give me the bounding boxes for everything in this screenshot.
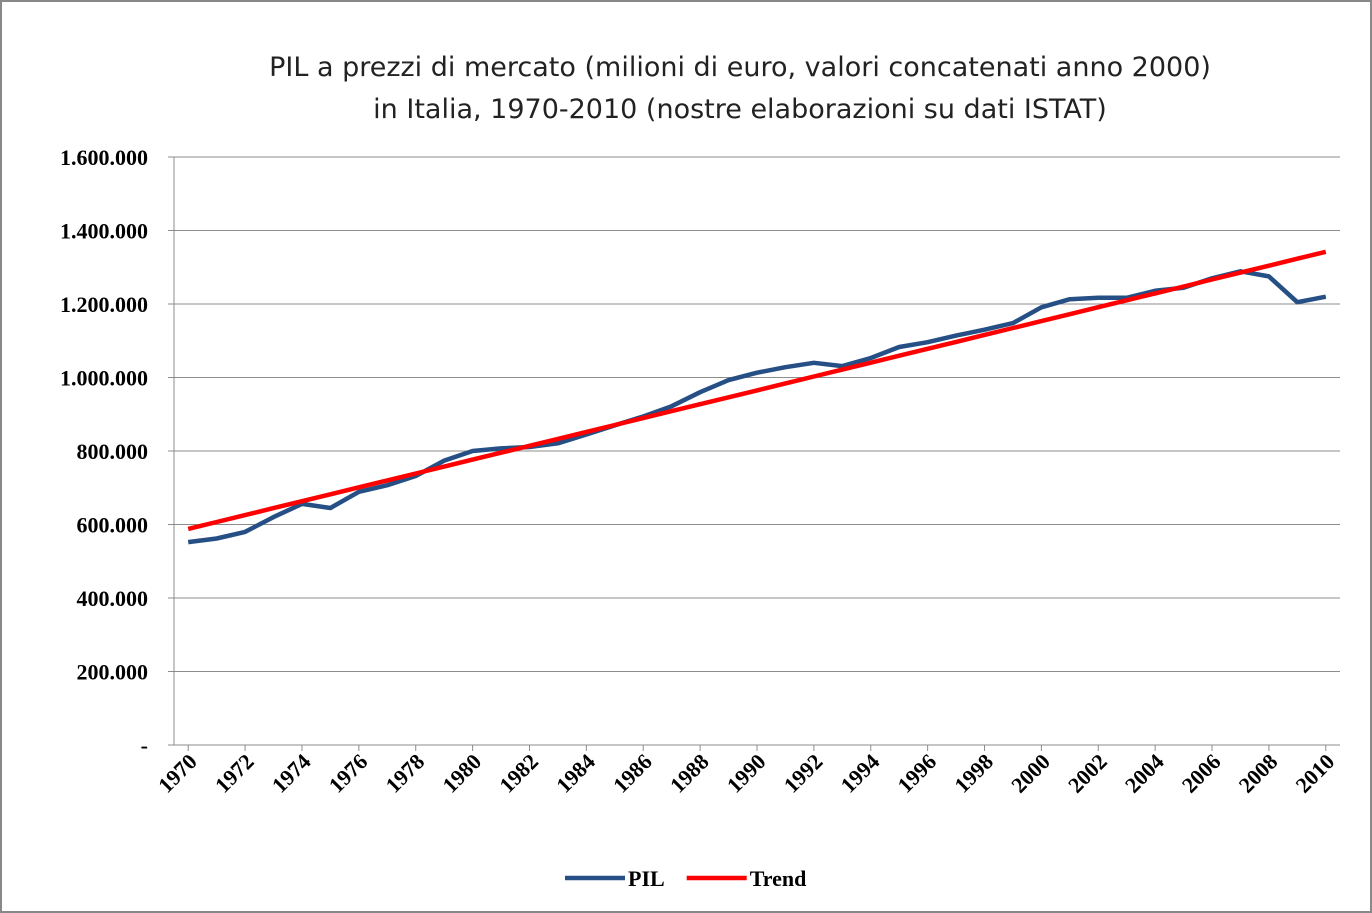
y-tick-label: 1.000.000 — [60, 366, 148, 391]
chart-title: in Italia, 1970-2010 (nostre elaborazion… — [373, 94, 1107, 125]
y-tick-label: 400.000 — [77, 586, 149, 611]
y-tick-label: 200.000 — [77, 660, 149, 685]
series-line — [187, 249, 1327, 532]
chart-title: PIL a prezzi di mercato (milioni di euro… — [269, 52, 1211, 83]
legend-label: PIL — [628, 866, 665, 891]
legend-label: Trend — [750, 866, 807, 891]
y-tick-label: 800.000 — [77, 439, 149, 464]
series-line — [187, 269, 1327, 545]
y-tick-label: - — [141, 733, 148, 758]
y-tick-label: 1.200.000 — [60, 292, 148, 317]
y-tick-label: 1.400.000 — [60, 219, 148, 244]
y-tick-label: 1.600.000 — [60, 145, 148, 170]
y-tick-label: 600.000 — [77, 513, 149, 538]
